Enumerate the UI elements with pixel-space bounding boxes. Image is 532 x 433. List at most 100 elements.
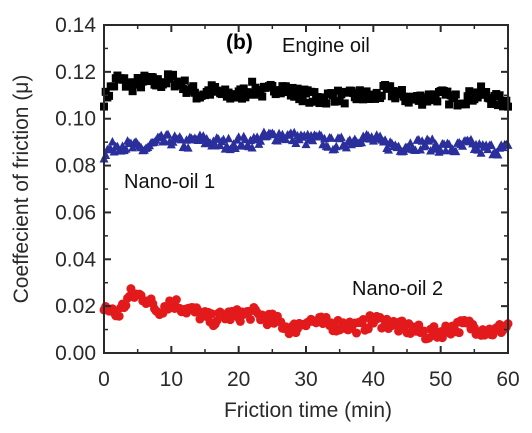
y-axis-label: Coeffecient of friction (μ) <box>10 75 33 304</box>
data-point <box>335 97 344 106</box>
data-point <box>323 142 333 151</box>
data-point <box>397 86 406 95</box>
data-point <box>497 97 506 106</box>
data-point <box>502 96 511 105</box>
data-point <box>493 149 503 159</box>
data-point <box>121 144 131 153</box>
y-tick-label: 0.12 <box>55 61 96 84</box>
series-engine-oil <box>100 70 512 111</box>
data-point <box>310 88 319 97</box>
data-point <box>183 143 193 152</box>
series-nano-oil-2 <box>99 284 513 344</box>
data-point <box>131 80 140 89</box>
data-point <box>293 84 302 93</box>
data-point <box>247 143 257 152</box>
data-point <box>414 320 424 330</box>
annotation-nano-oil-1: Nano-oil 1 <box>124 171 215 193</box>
data-point <box>391 94 400 103</box>
data-point <box>268 82 277 91</box>
data-point <box>224 133 234 143</box>
data-point <box>296 90 305 99</box>
data-point <box>416 91 425 100</box>
data-point <box>421 140 431 150</box>
data-point <box>212 316 222 326</box>
y-tick-label: 0.08 <box>55 155 96 178</box>
data-point <box>424 90 433 99</box>
data-point <box>445 100 454 109</box>
data-point <box>336 132 346 141</box>
data-point <box>189 82 198 91</box>
data-point <box>465 87 474 96</box>
data-point <box>431 93 440 102</box>
data-marks <box>99 70 513 344</box>
data-point <box>308 135 318 145</box>
axis-ticks: 0 10 20 30 40 50 60 0.00 0.02 0.04 0.06 0.08 0.10 0.1… <box>55 14 520 391</box>
data-point <box>258 92 267 101</box>
data-point <box>288 83 297 92</box>
data-point <box>301 139 311 149</box>
data-point <box>352 95 361 104</box>
panel-label: (b) <box>226 31 253 54</box>
data-point <box>380 135 390 144</box>
data-point <box>245 314 255 324</box>
series-annotations: Engine oil Nano-oil 1 Nano-oil 2 <box>124 35 443 300</box>
data-point <box>235 316 245 326</box>
y-tick-label: 0.10 <box>55 108 96 131</box>
data-point <box>105 91 114 100</box>
x-tick-label: 40 <box>362 368 385 391</box>
data-point <box>169 70 178 79</box>
x-tick-label: 50 <box>429 368 452 391</box>
data-point <box>377 91 386 100</box>
data-point <box>331 141 341 151</box>
data-point <box>349 88 358 97</box>
data-point <box>110 82 119 91</box>
data-point <box>171 295 181 305</box>
data-point <box>477 82 486 91</box>
data-point <box>230 143 240 153</box>
data-point <box>128 142 138 152</box>
data-point <box>163 129 173 139</box>
x-tick-label: 60 <box>496 368 519 391</box>
data-point <box>232 92 241 101</box>
data-point <box>463 92 472 101</box>
x-tick-label: 30 <box>294 368 317 391</box>
data-point <box>485 94 494 103</box>
data-point <box>137 83 146 92</box>
y-tick-label: 0.14 <box>55 14 96 37</box>
data-point <box>454 328 464 338</box>
data-point <box>121 301 131 311</box>
x-tick-label: 10 <box>160 368 183 391</box>
data-point <box>162 79 171 88</box>
data-point <box>101 87 110 96</box>
data-point <box>386 82 395 91</box>
data-point <box>444 139 454 148</box>
y-tick-label: 0.04 <box>55 248 96 271</box>
data-point <box>128 87 137 96</box>
data-point <box>153 75 162 84</box>
y-tick-label: 0.00 <box>55 342 96 365</box>
data-point <box>328 91 337 100</box>
y-tick-label: 0.06 <box>55 201 96 224</box>
data-point <box>180 76 189 85</box>
data-point <box>482 87 491 96</box>
x-tick-label: 0 <box>98 368 110 391</box>
data-point <box>114 311 124 321</box>
annotation-engine-oil: Engine oil <box>282 35 370 57</box>
x-tick-label: 20 <box>227 368 250 391</box>
data-point <box>322 99 331 108</box>
data-point <box>120 74 129 83</box>
data-point <box>405 138 415 147</box>
data-point <box>358 315 368 325</box>
data-point <box>281 134 291 144</box>
data-point <box>207 309 217 319</box>
series-nano-oil-1 <box>99 127 513 163</box>
data-point <box>451 90 460 99</box>
data-point <box>148 73 157 82</box>
data-point <box>341 142 351 152</box>
data-point <box>476 148 486 157</box>
x-axis-label: Friction time (min) <box>224 399 392 422</box>
data-point <box>298 97 307 106</box>
data-point <box>107 136 117 146</box>
data-point <box>437 333 447 343</box>
data-point <box>458 141 468 150</box>
